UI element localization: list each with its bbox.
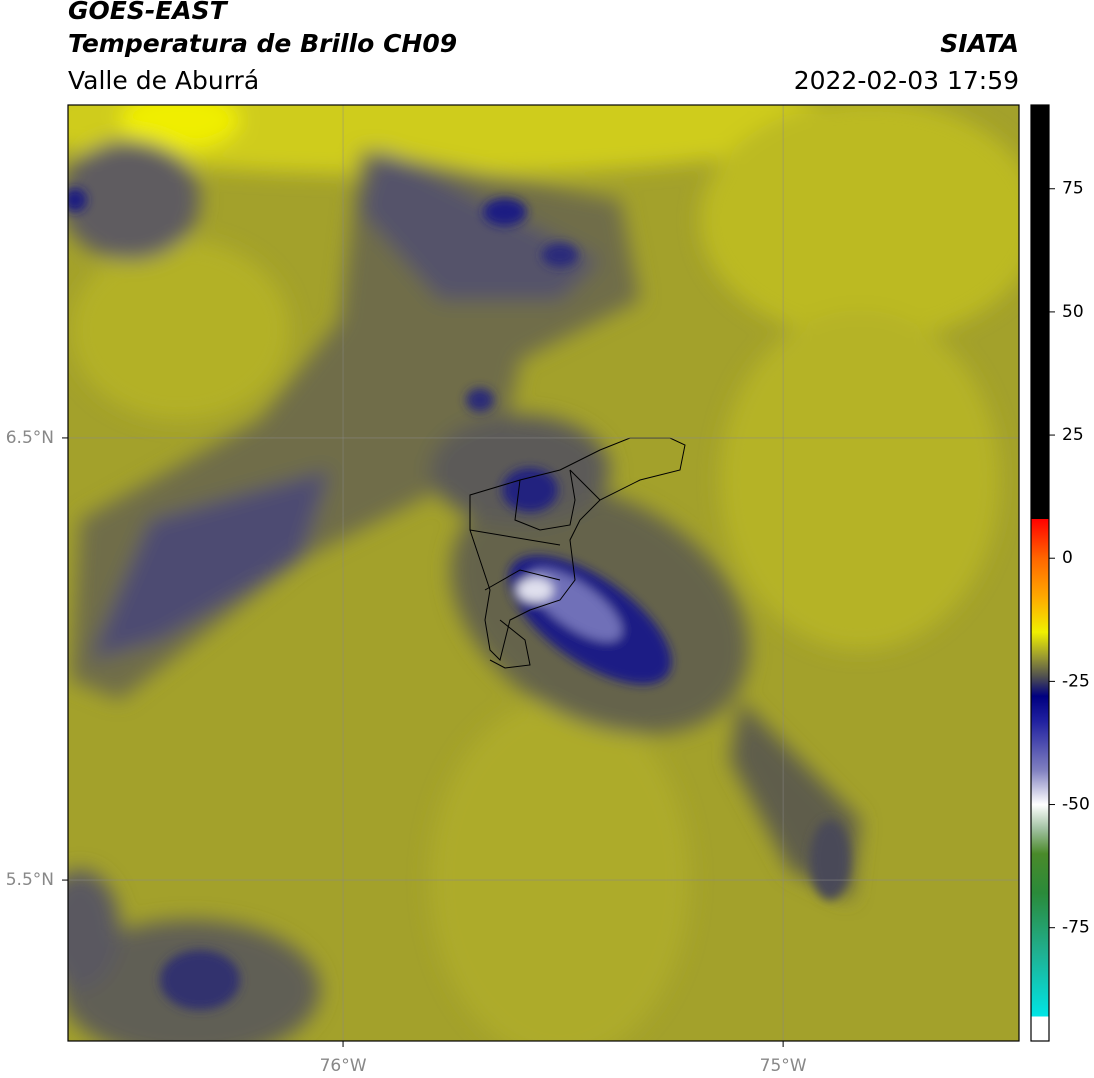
colorbar-tick-label: 25 — [1062, 425, 1084, 445]
colorbar-tick-label: 0 — [1062, 548, 1073, 568]
colorbar-tick-label: -50 — [1062, 795, 1090, 815]
colorbar-tick-label: 75 — [1062, 179, 1084, 199]
x-tick-label: 76°W — [320, 1056, 367, 1076]
map-frame — [67, 104, 1020, 1042]
x-tick-label: 75°W — [760, 1056, 807, 1076]
region: Valle de Aburrá — [68, 66, 259, 95]
colorbar-tick-label: 50 — [1062, 302, 1084, 322]
title: GOES-EAST — [68, 0, 229, 25]
y-tick-label: 5.5°N — [6, 870, 54, 890]
source: SIATA — [940, 29, 1019, 58]
colorbar-tick-label: -25 — [1062, 671, 1090, 691]
graticule — [68, 105, 1019, 1041]
colorbar-tick-label: -75 — [1062, 918, 1090, 938]
satellite-image — [68, 105, 1019, 1041]
subtitle: Temperatura de Brillo CH09 — [68, 29, 457, 58]
y-tick-label: 6.5°N — [6, 428, 54, 448]
datetime: 2022-02-03 17:59 — [794, 66, 1019, 95]
colorbar — [1030, 104, 1050, 1042]
